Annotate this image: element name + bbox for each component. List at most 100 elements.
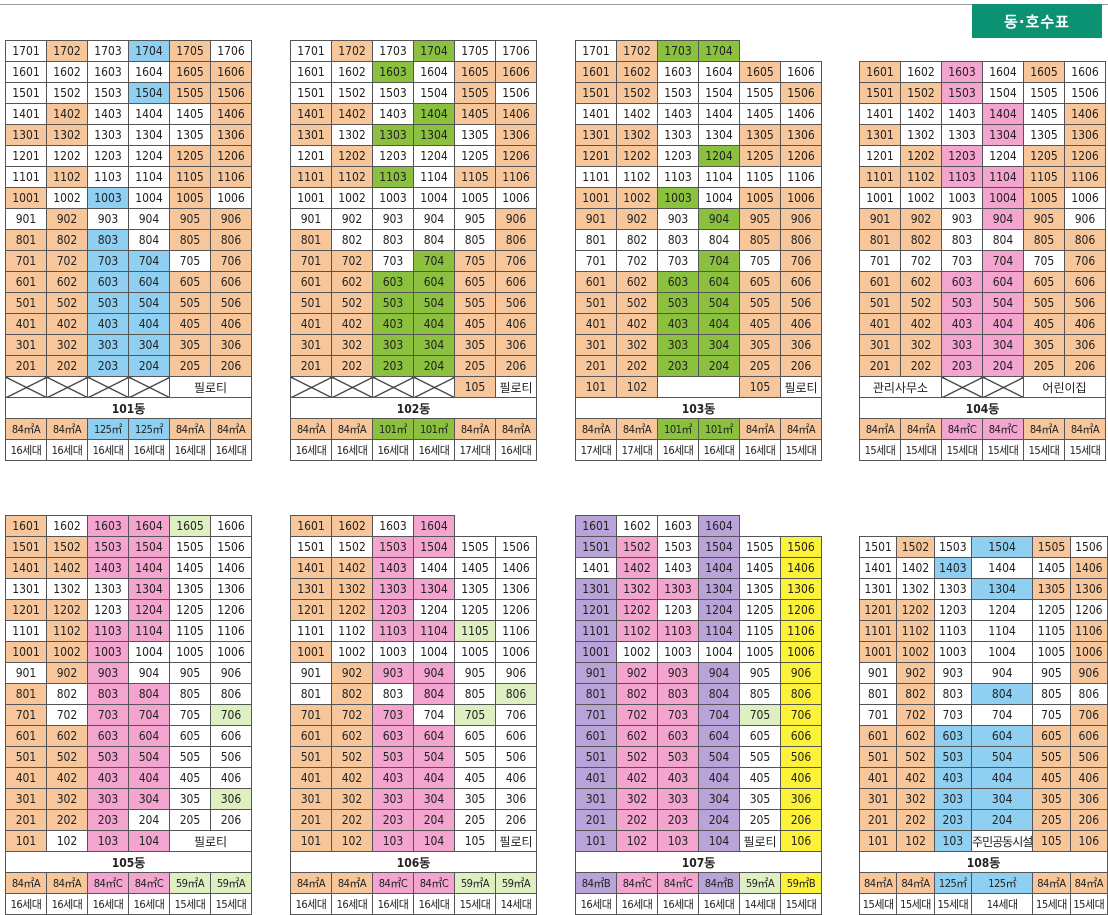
unit-cell: 702 — [616, 250, 658, 272]
floor-row: 801 802 803 804 805 806 — [575, 683, 822, 705]
unit-cell: 303 — [657, 788, 699, 810]
unit-cell: 1004 — [971, 641, 1034, 663]
unit-cell: 1303 — [87, 124, 129, 146]
unit-cell: 905 — [454, 662, 496, 684]
unit-cell: 1503 — [372, 536, 414, 558]
household-count-cell: 16세대 — [657, 439, 699, 461]
unit-cell: 1601 — [290, 61, 332, 83]
unit-cell: 1304 — [698, 578, 740, 600]
unit-cell: 805 — [739, 229, 781, 251]
floor-row: 1101 1102 1103 1104 1105 1106 — [290, 620, 537, 642]
floor-row: 1501 1502 1503 1504 1505 1506 — [290, 82, 537, 104]
floor-row: 401 402 403 404 405 406 — [859, 313, 1106, 335]
unit-type-cell: 84㎡A — [454, 418, 496, 440]
unit-cell: 1001 — [290, 187, 332, 209]
unit-cell: 806 — [495, 229, 537, 251]
unit-cell: 506 — [495, 292, 537, 314]
unit-cell: 905 — [169, 662, 211, 684]
household-count-cell: 16세대 — [616, 893, 658, 915]
unit-cell: 501 — [859, 292, 901, 314]
floor-row: 1501 1502 1503 1504 1505 1506 — [290, 536, 537, 558]
unit-cell: 806 — [210, 683, 252, 705]
unit-cell: 1701 — [5, 40, 47, 62]
household-count-cell: 15세대 — [1064, 439, 1106, 461]
unit-cell: 1605 — [1023, 61, 1065, 83]
unit-cell: 403 — [657, 313, 699, 335]
facility-cell: 필로티 — [739, 830, 781, 852]
unit-cell: 1606 — [780, 61, 822, 83]
unit-cell: 501 — [5, 746, 47, 768]
unit-cell: 106 — [780, 830, 822, 852]
unit-cell: 204 — [413, 355, 455, 377]
unit-cell: 1305 — [454, 578, 496, 600]
unit-cell: 1103 — [933, 620, 973, 642]
unit-cell: 703 — [87, 704, 129, 726]
unit-cell: 901 — [290, 662, 332, 684]
floor-row: 1401 1402 1403 1404 1405 1406 — [859, 103, 1106, 125]
floor-row: 1001 1002 1003 1004 1005 1006 — [290, 641, 537, 663]
unit-cell: 1204 — [128, 145, 170, 167]
unit-cell: 504 — [128, 746, 170, 768]
household-count-cell: 16세대 — [495, 439, 537, 461]
unit-cell: 1403 — [87, 103, 129, 125]
unit-cell: 1506 — [210, 536, 252, 558]
unit-cell: 502 — [331, 292, 373, 314]
unit-cell: 702 — [900, 250, 942, 272]
unit-cell: 1606 — [210, 61, 252, 83]
unit-cell: 1406 — [210, 557, 252, 579]
unit-cell: 605 — [1023, 271, 1065, 293]
unit-cell: 1301 — [575, 124, 617, 146]
unit-cell: 202 — [331, 355, 373, 377]
unit-cell: 503 — [657, 292, 699, 314]
unit-cell: 1005 — [454, 187, 496, 209]
unit-cell: 1104 — [971, 620, 1034, 642]
unit-cell: 1503 — [941, 82, 983, 104]
unit-cell: 201 — [858, 809, 898, 831]
unit-type-cell: 84㎡A — [859, 418, 901, 440]
unit-cell: 903 — [87, 662, 129, 684]
unit-cell: 706 — [780, 250, 822, 272]
unit-cell: 1605 — [169, 515, 211, 537]
unit-cell: 1206 — [495, 145, 537, 167]
unit-cell: 1303 — [933, 578, 973, 600]
household-count-cell: 15세대 — [210, 893, 252, 915]
floor-row: 1001 1002 1003 1004 1005 1006 — [859, 187, 1106, 209]
unit-cell: 804 — [413, 229, 455, 251]
unit-cell: 1101 — [858, 620, 898, 642]
unit-cell: 1301 — [859, 124, 901, 146]
unit-cell: 102 — [616, 830, 658, 852]
unit-cell: 1302 — [616, 124, 658, 146]
unit-cell: 503 — [87, 746, 129, 768]
floor-row: 201 202 203 204 205 206 — [5, 809, 252, 831]
unit-cell: 206 — [1069, 809, 1108, 831]
unit-cell: 301 — [290, 788, 332, 810]
unit-type-cell: 101㎡ — [698, 418, 740, 440]
unit-cell: 1506 — [1069, 536, 1108, 558]
unit-cell: 103 — [657, 830, 699, 852]
unit-cell: 201 — [575, 809, 617, 831]
unit-cell: 1406 — [1064, 103, 1106, 125]
unit-type-cell: 84㎡A — [46, 418, 88, 440]
unit-cell: 1301 — [5, 124, 47, 146]
unit-cell: 103 — [87, 830, 129, 852]
floor-row: 1601 1602 1603 1604 1605 1606 — [859, 61, 1106, 83]
household-count-cell: 14세대 — [739, 893, 781, 915]
unit-cell: 1306 — [210, 124, 252, 146]
unit-cell: 1105 — [739, 620, 781, 642]
unit-cell: 703 — [933, 704, 973, 726]
unit-cell: 602 — [46, 725, 88, 747]
unit-cell: 705 — [739, 250, 781, 272]
unit-cell: 801 — [575, 683, 617, 705]
unit-cell: 602 — [46, 271, 88, 293]
unit-cell: 1303 — [657, 578, 699, 600]
floor-row: 1501 1502 1503 1504 1505 1506 — [5, 536, 252, 558]
unit-cell: 1405 — [169, 103, 211, 125]
unit-cell: 705 — [169, 250, 211, 272]
unit-type-cell: 59㎡A — [495, 872, 537, 894]
unit-cell: 1203 — [657, 145, 699, 167]
unit-cell: 1604 — [413, 515, 455, 537]
unit-cell: 804 — [698, 683, 740, 705]
unit-cell: 603 — [372, 725, 414, 747]
unit-cell: 1502 — [616, 82, 658, 104]
floor-row: 1501 1502 1503 1504 1505 1506 — [859, 82, 1106, 104]
